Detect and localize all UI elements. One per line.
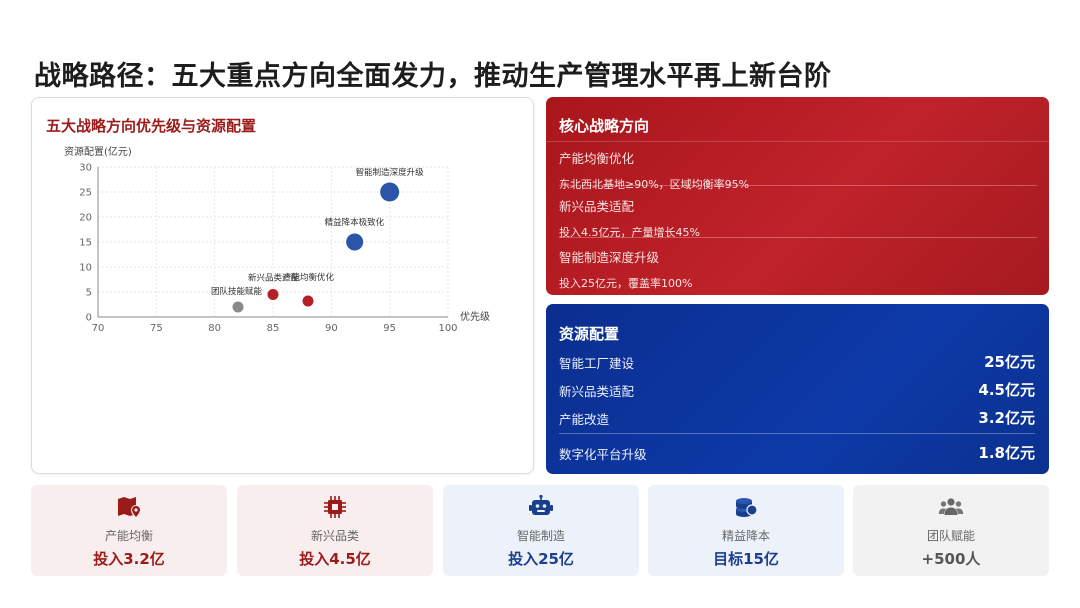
core-item-desc: 东北西北基地≥90%，区域均衡率95% (559, 178, 750, 191)
x-tick-label: 70 (92, 323, 105, 334)
x-tick-label: 95 (383, 323, 396, 334)
data-point-label: 精益降本极致化 (325, 217, 385, 228)
robot-icon (529, 494, 553, 515)
resource-row-value: 1.8亿元 (978, 444, 1035, 462)
resource-row-value: 25亿元 (984, 353, 1035, 371)
core-item-title: 新兴品类适配 (559, 199, 635, 214)
resource-row-value: 3.2亿元 (978, 409, 1035, 427)
resource-row: 新兴品类适配 4.5亿元 (559, 379, 1035, 399)
stat-card-value: 投入4.5亿 (299, 550, 371, 568)
page-title: 战略路径：五大重点方向全面发力，推动生产管理水平再上新台阶 (34, 61, 832, 92)
y-tick-label: 30 (79, 163, 92, 174)
stat-card-value: 投入3.2亿 (93, 550, 165, 568)
divider (559, 185, 1037, 186)
users-icon (938, 498, 964, 515)
resource-row-label: 新兴品类适配 (559, 384, 635, 399)
map-pin-icon (118, 497, 140, 517)
scatter-chart: 0 5 10 15 20 25 30 70 75 80 85 90 95 100 资源配置(亿元) 优先级 团队… (64, 145, 490, 334)
data-point (302, 295, 314, 307)
resource-row: 智能工厂建设 25亿元 (559, 351, 1035, 371)
divider (559, 433, 1035, 434)
stat-card-label: 新兴品类 (310, 529, 359, 543)
core-item: 智能制造深度升级 投入25亿元，覆盖率100% (559, 247, 1037, 291)
stat-card-capacity: 产能均衡 投入3.2亿 (31, 485, 227, 576)
y-tick-label: 25 (79, 188, 92, 199)
x-tick-label: 100 (438, 323, 457, 334)
stat-card-value: 投入25亿 (508, 550, 574, 568)
x-tick-label: 85 (267, 323, 280, 334)
resource-row-label: 数字化平台升级 (559, 447, 647, 462)
core-item-desc: 投入4.5亿元，产量增长45% (559, 226, 700, 239)
resource-row-value: 4.5亿元 (978, 381, 1035, 399)
data-point-label: 新兴品类适配 (248, 273, 300, 284)
x-tick-label: 75 (150, 323, 163, 334)
stat-card-smart-manufacturing: 智能制造 投入25亿 (443, 485, 639, 576)
core-item-desc: 投入25亿元，覆盖率100% (559, 277, 693, 290)
y-tick-label: 0 (86, 313, 92, 324)
stat-card-value: 目标15亿 (713, 550, 779, 568)
stat-card-label: 团队赋能 (926, 529, 975, 543)
y-axis-label: 资源配置(亿元) (64, 145, 132, 158)
data-point (232, 301, 244, 313)
resource-row-label: 产能改造 (559, 412, 610, 427)
resource-row: 产能改造 3.2亿元 (559, 407, 1035, 427)
stat-card-lean-cost: 精益降本 目标15亿 (648, 485, 844, 576)
y-tick-label: 20 (79, 213, 92, 224)
data-point (380, 182, 400, 202)
x-tick-label: 80 (208, 323, 221, 334)
core-panel-header: 核心战略方向 (559, 117, 650, 135)
chip-icon (324, 496, 346, 518)
core-item-title: 智能制造深度升级 (559, 250, 660, 265)
y-tick-label: 5 (86, 288, 92, 299)
divider (546, 141, 1049, 142)
core-item: 新兴品类适配 投入4.5亿元，产量增长45% (559, 196, 1037, 240)
stat-card-label: 产能均衡 (104, 529, 153, 543)
divider (559, 237, 1037, 238)
stat-card-team: 团队赋能 +500人 (853, 485, 1049, 576)
core-item-title: 产能均衡优化 (559, 151, 635, 166)
data-point-label: 团队技能赋能 (211, 286, 263, 297)
data-point-label: 产能均衡优化 (283, 272, 335, 283)
stat-card-value: +500人 (921, 550, 981, 568)
y-tick-label: 10 (79, 263, 92, 274)
core-item: 产能均衡优化 东北西北基地≥90%，区域均衡率95% (559, 148, 1037, 192)
resource-row-label: 智能工厂建设 (559, 356, 635, 371)
y-tick-label: 15 (79, 238, 92, 249)
x-axis-label: 优先级 (460, 310, 490, 323)
stat-card-label: 智能制造 (516, 529, 565, 543)
data-point-label: 智能制造深度升级 (356, 167, 425, 178)
stat-card-new-category: 新兴品类 投入4.5亿 (237, 485, 433, 576)
core-strategy-panel: 核心战略方向 产能均衡优化 东北西北基地≥90%，区域均衡率95% 新兴品类适配… (546, 97, 1049, 295)
resource-row: 数字化平台升级 1.8亿元 (559, 442, 1035, 462)
x-tick-label: 90 (325, 323, 338, 334)
resource-panel-header: 资源配置 (559, 325, 620, 343)
chart-card-title: 五大战略方向优先级与资源配置 (46, 117, 257, 135)
coins-icon (736, 498, 758, 517)
stat-card-label: 精益降本 (721, 529, 770, 543)
resource-panel: 资源配置 智能工厂建设 25亿元 新兴品类适配 4.5亿元 产能改造 3.2亿元… (546, 304, 1049, 474)
chart-card: 五大战略方向优先级与资源配置 0 5 10 15 20 25 30 70 75 80 85 90 95 1… (31, 97, 534, 474)
data-point (346, 233, 364, 251)
data-point (267, 289, 279, 300)
